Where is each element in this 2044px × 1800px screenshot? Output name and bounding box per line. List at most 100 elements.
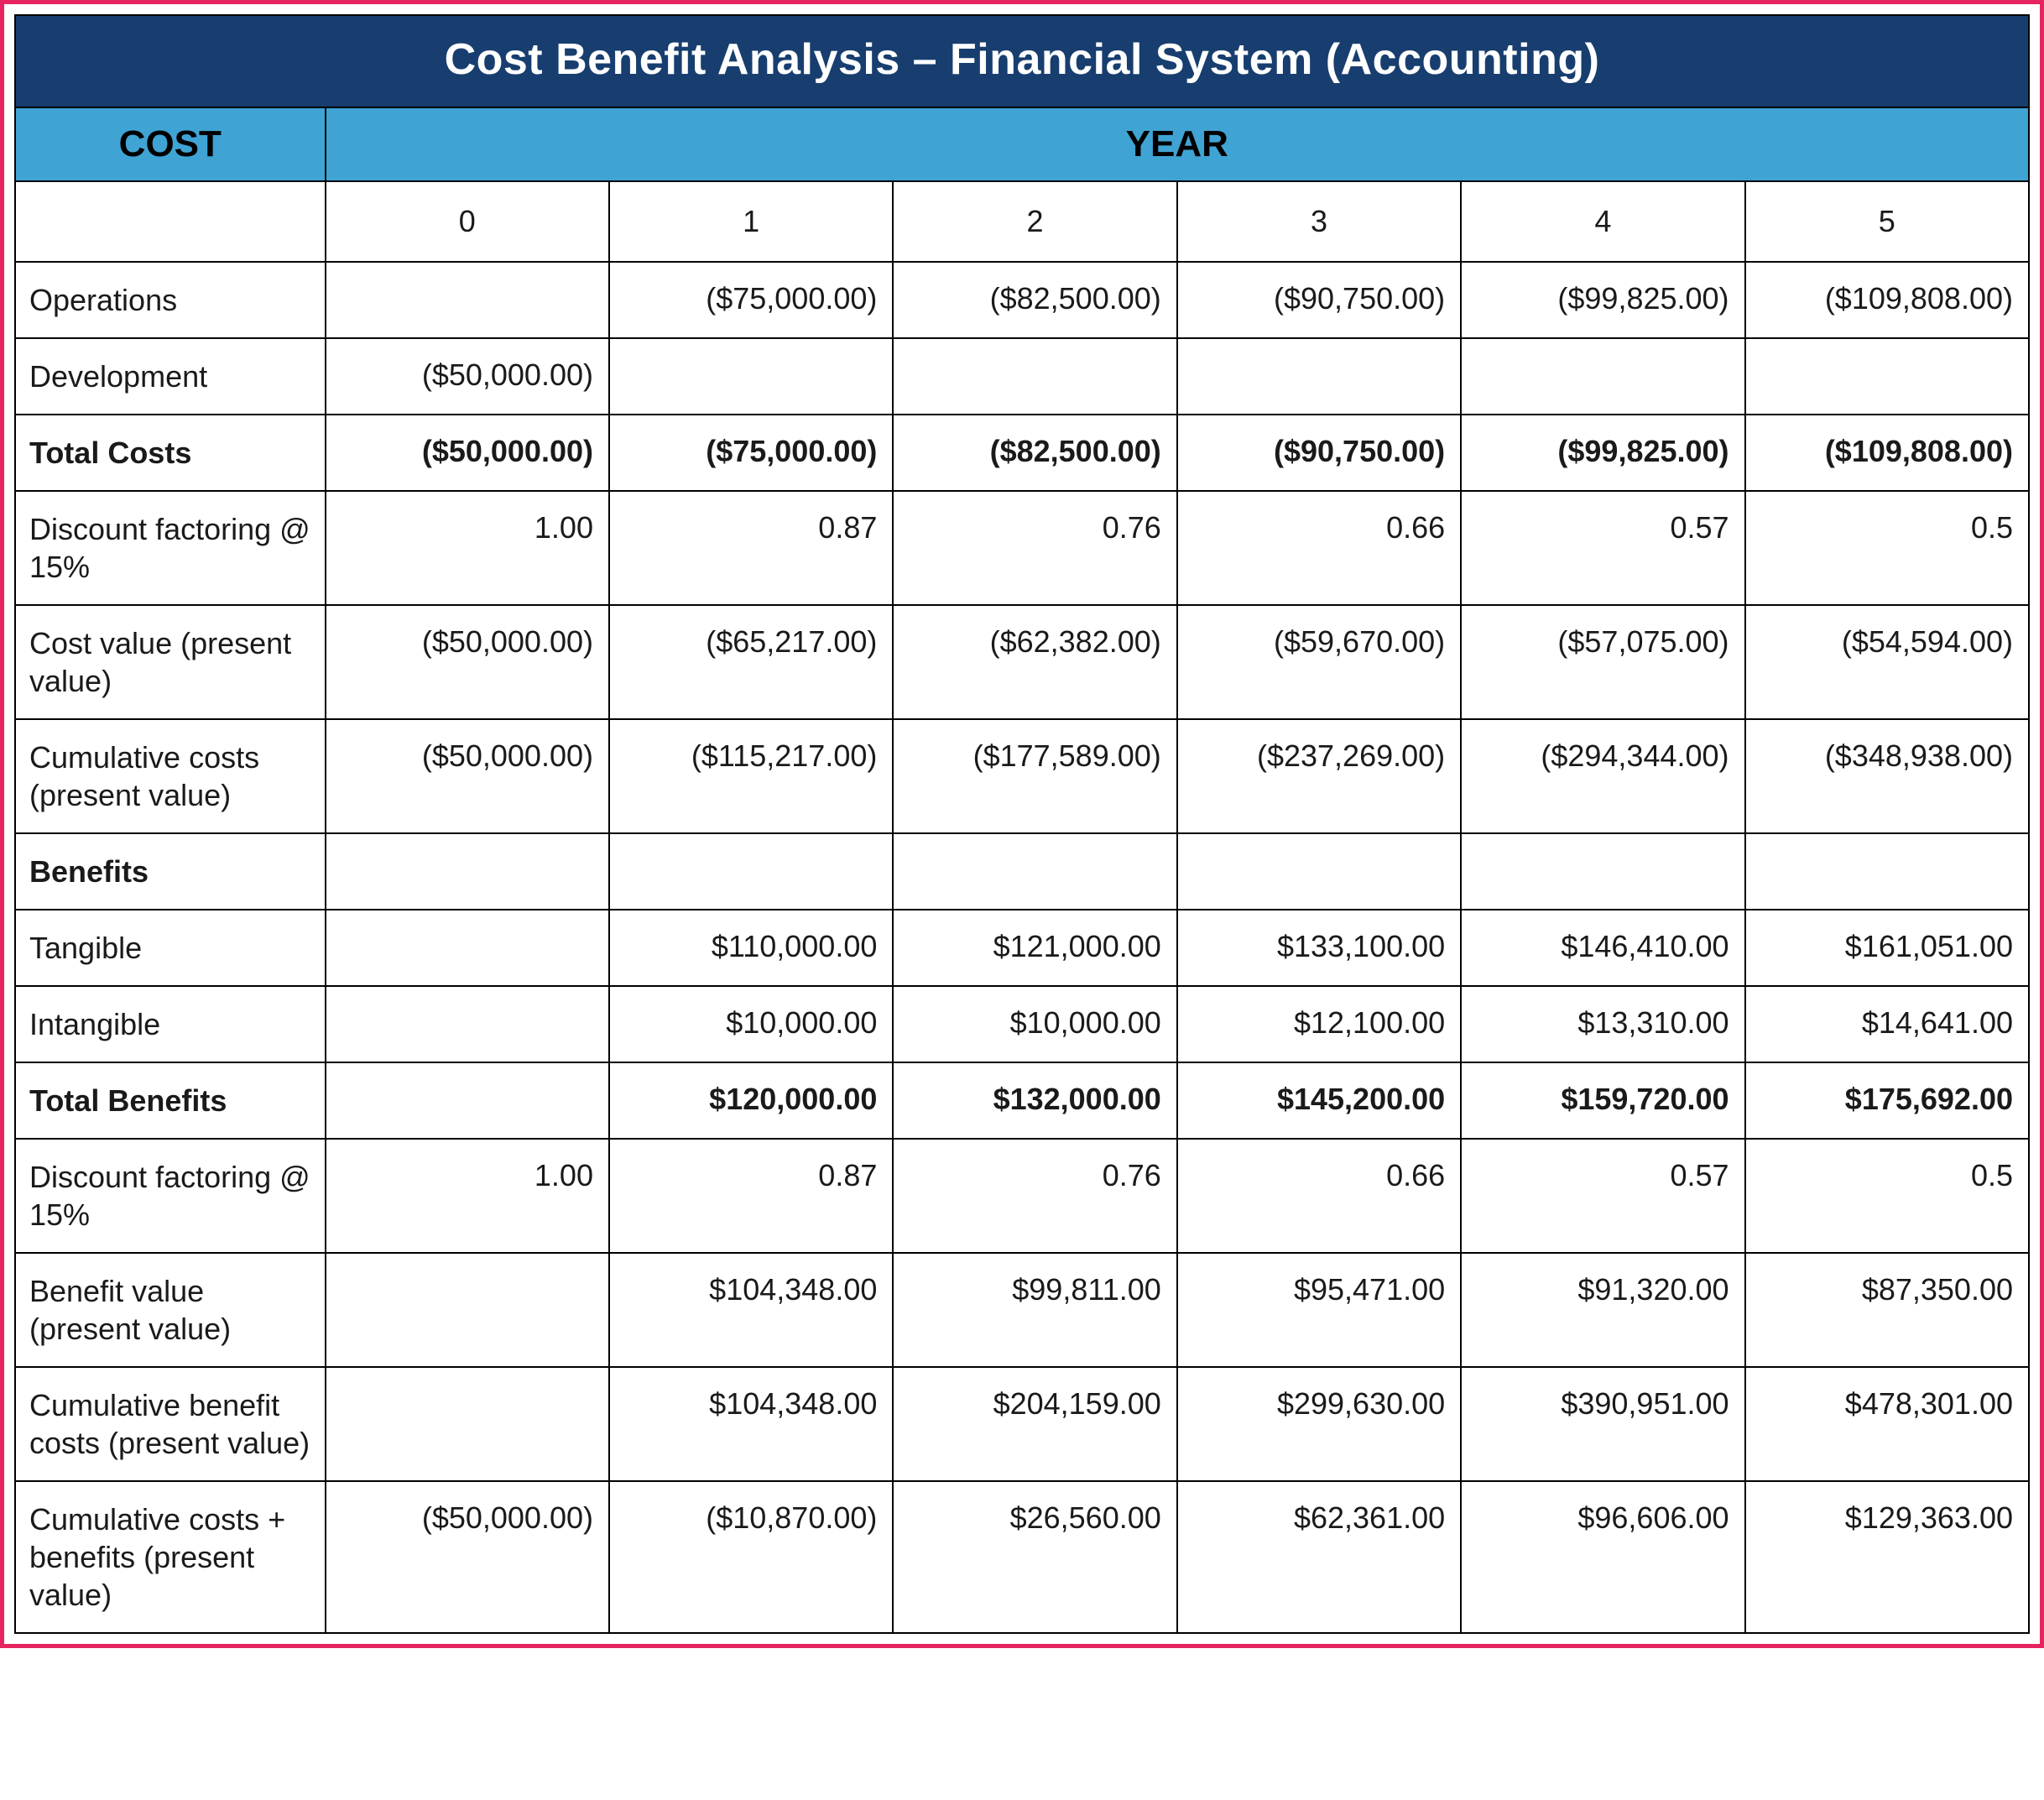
table-title: Cost Benefit Analysis – Financial System… <box>15 15 2029 107</box>
cell: $129,363.00 <box>1745 1481 2029 1633</box>
year-col-3: 3 <box>1177 181 1461 262</box>
cell <box>326 1062 609 1139</box>
cell: ($57,075.00) <box>1461 605 1744 719</box>
table-row: Benefits <box>15 833 2029 910</box>
cell: 0.5 <box>1745 491 2029 605</box>
table-row: Total Benefits $120,000.00$132,000.00$145… <box>15 1062 2029 1139</box>
cell: ($50,000.00) <box>326 415 609 491</box>
cell: $95,471.00 <box>1177 1253 1461 1367</box>
cell: ($237,269.00) <box>1177 719 1461 833</box>
row-label: Discount factoring @ 15% <box>15 491 326 605</box>
row-label: Development <box>15 338 326 415</box>
cell: $390,951.00 <box>1461 1367 1744 1481</box>
cell: $104,348.00 <box>609 1253 893 1367</box>
row-label: Benefit value (present value) <box>15 1253 326 1367</box>
table-row: Tangible $110,000.00$121,000.00$133,100.0… <box>15 910 2029 986</box>
cell: $132,000.00 <box>893 1062 1176 1139</box>
row-label: Total Costs <box>15 415 326 491</box>
cell: $146,410.00 <box>1461 910 1744 986</box>
table-row: Development($50,000.00) <box>15 338 2029 415</box>
cell <box>1461 833 1744 910</box>
header-cost: COST <box>15 107 326 181</box>
header-year: YEAR <box>326 107 2029 181</box>
cell: ($50,000.00) <box>326 605 609 719</box>
table-row: Cumulative costs (present value)($50,000… <box>15 719 2029 833</box>
cell: $62,361.00 <box>1177 1481 1461 1633</box>
cell: $91,320.00 <box>1461 1253 1744 1367</box>
cell: $478,301.00 <box>1745 1367 2029 1481</box>
cell <box>326 910 609 986</box>
cell: ($109,808.00) <box>1745 415 2029 491</box>
cell <box>326 986 609 1062</box>
cell: $10,000.00 <box>893 986 1176 1062</box>
year-col-1: 1 <box>609 181 893 262</box>
year-col-4: 4 <box>1461 181 1744 262</box>
row-label: Tangible <box>15 910 326 986</box>
row-label: Benefits <box>15 833 326 910</box>
cell <box>893 338 1176 415</box>
cell: ($62,382.00) <box>893 605 1176 719</box>
cell <box>1745 338 2029 415</box>
cell <box>326 262 609 338</box>
cell <box>326 1253 609 1367</box>
cell <box>893 833 1176 910</box>
row-label: Cumulative costs + benefits (present val… <box>15 1481 326 1633</box>
table-body: 0 1 2 3 4 5 Operations($75,000.00)($82,5… <box>15 181 2029 1633</box>
table-row: Cost value (present value)($50,000.00)($… <box>15 605 2029 719</box>
cell: ($50,000.00) <box>326 1481 609 1633</box>
cell: ($99,825.00) <box>1461 262 1744 338</box>
cell: $204,159.00 <box>893 1367 1176 1481</box>
row-label: Cost value (present value) <box>15 605 326 719</box>
table-row: Intangible$10,000.00$10,000.00$12,100.00… <box>15 986 2029 1062</box>
cell <box>326 833 609 910</box>
cell: ($50,000.00) <box>326 338 609 415</box>
row-label: Intangible <box>15 986 326 1062</box>
cell: ($82,500.00) <box>893 262 1176 338</box>
cell: $110,000.00 <box>609 910 893 986</box>
cell <box>326 1367 609 1481</box>
cell: 0.76 <box>893 491 1176 605</box>
cell: 0.87 <box>609 491 893 605</box>
cell: 0.66 <box>1177 491 1461 605</box>
cell: $133,100.00 <box>1177 910 1461 986</box>
cell: $99,811.00 <box>893 1253 1176 1367</box>
cell <box>1177 338 1461 415</box>
cell: $121,000.00 <box>893 910 1176 986</box>
cell: $13,310.00 <box>1461 986 1744 1062</box>
cell: $87,350.00 <box>1745 1253 2029 1367</box>
row-label: Total Benefits <box>15 1062 326 1139</box>
cell: ($90,750.00) <box>1177 262 1461 338</box>
cell: 1.00 <box>326 1139 609 1253</box>
cell: $175,692.00 <box>1745 1062 2029 1139</box>
table-row: Cumulative benefit costs (present value)… <box>15 1367 2029 1481</box>
table-row: Total Costs($50,000.00)($75,000.00)($82,… <box>15 415 2029 491</box>
cell: $12,100.00 <box>1177 986 1461 1062</box>
cell: ($177,589.00) <box>893 719 1176 833</box>
cell: $96,606.00 <box>1461 1481 1744 1633</box>
cell: ($59,670.00) <box>1177 605 1461 719</box>
cell: $159,720.00 <box>1461 1062 1744 1139</box>
cell: 0.76 <box>893 1139 1176 1253</box>
cell: $120,000.00 <box>609 1062 893 1139</box>
cost-benefit-table: Cost Benefit Analysis – Financial System… <box>14 14 2030 1634</box>
year-col-0: 0 <box>326 181 609 262</box>
cell: ($115,217.00) <box>609 719 893 833</box>
table-row: Operations ($75,000.00)($82,500.00)($90,7… <box>15 262 2029 338</box>
cell: $26,560.00 <box>893 1481 1176 1633</box>
cell <box>1461 338 1744 415</box>
row-label: Discount factoring @ 15% <box>15 1139 326 1253</box>
cell: ($75,000.00) <box>609 415 893 491</box>
cell: 0.57 <box>1461 1139 1744 1253</box>
cell <box>609 338 893 415</box>
table-row: Discount factoring @ 15%1.000.870.760.66… <box>15 1139 2029 1253</box>
cell: ($90,750.00) <box>1177 415 1461 491</box>
row-label: Operations <box>15 262 326 338</box>
cell: ($65,217.00) <box>609 605 893 719</box>
cell: ($54,594.00) <box>1745 605 2029 719</box>
cell: $10,000.00 <box>609 986 893 1062</box>
cell: $145,200.00 <box>1177 1062 1461 1139</box>
cell: ($75,000.00) <box>609 262 893 338</box>
cell <box>1745 833 2029 910</box>
cell <box>1177 833 1461 910</box>
cell <box>609 833 893 910</box>
